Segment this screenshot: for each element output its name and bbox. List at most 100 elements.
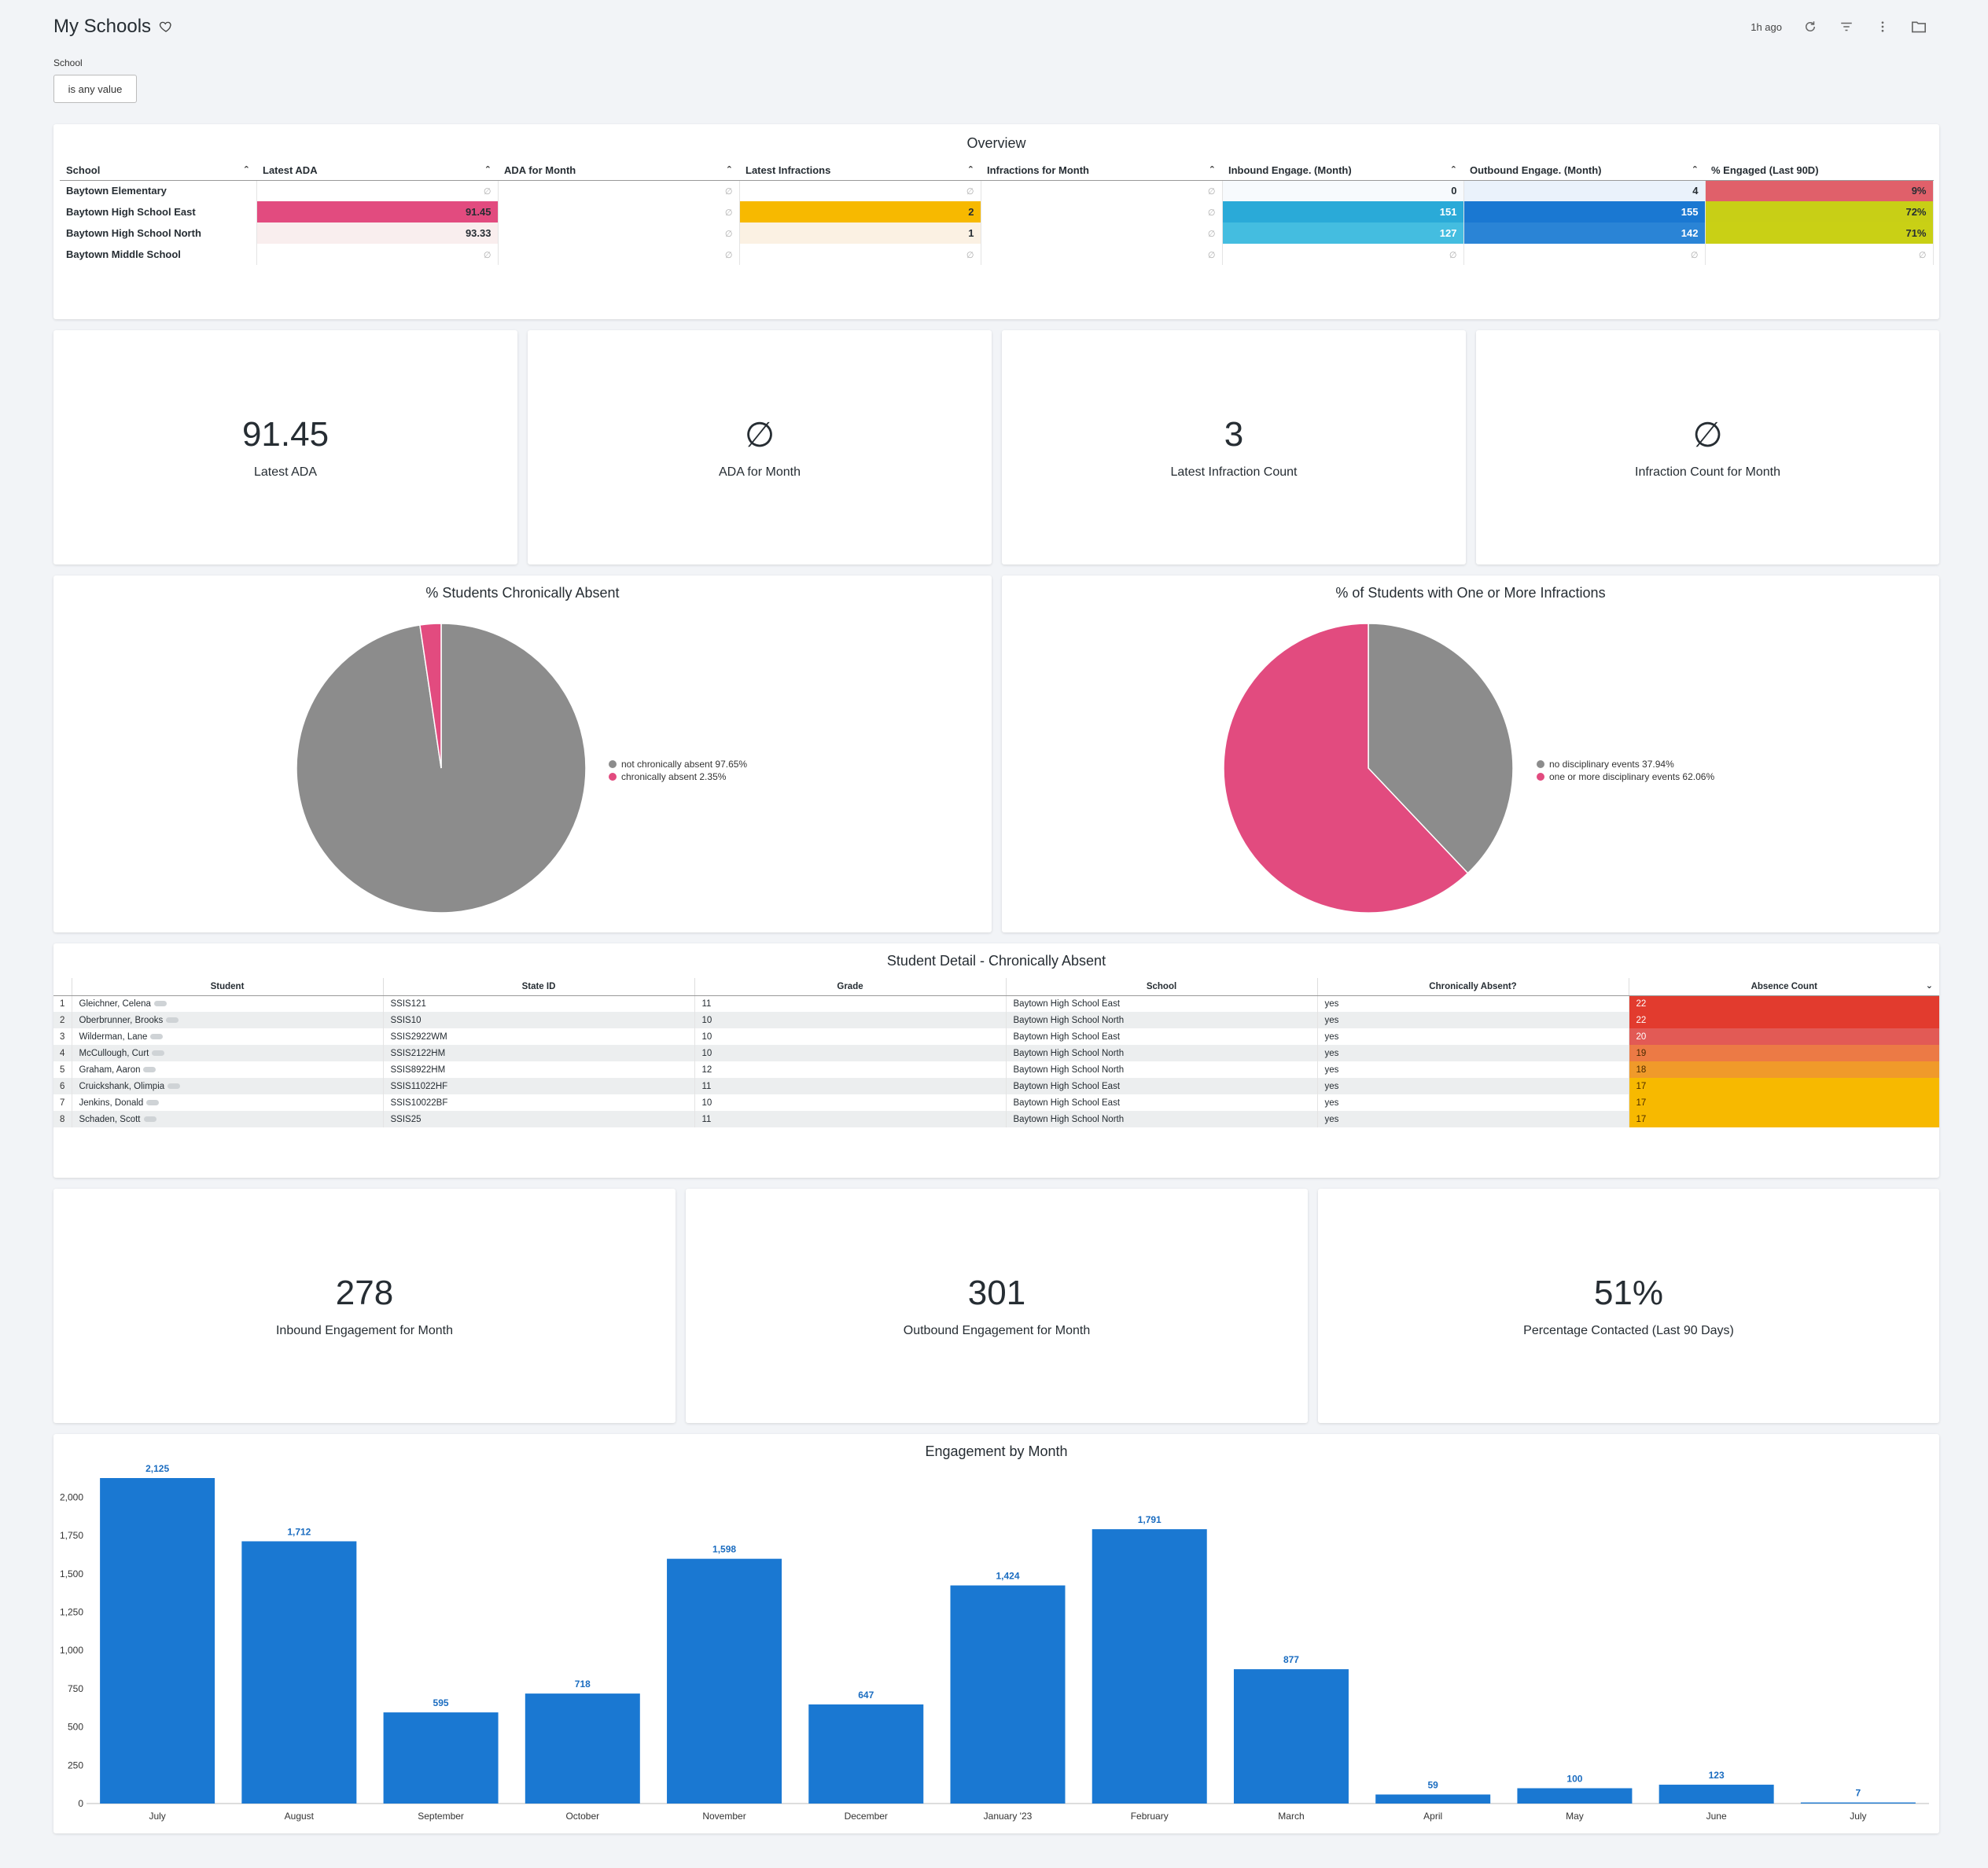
bar-value-label: 1,712 [287, 1526, 311, 1537]
legend-item[interactable]: not chronically absent 97.65% [609, 758, 747, 770]
bar[interactable] [100, 1478, 215, 1804]
cell-state-id: SSIS25 [382, 1111, 694, 1127]
null-icon: ∅ [724, 230, 733, 239]
col-header-absence-count[interactable]: Absence Count ⌄ [1628, 978, 1939, 996]
more-pill-icon[interactable] [143, 1066, 156, 1072]
bar[interactable] [1375, 1794, 1491, 1804]
legend-item[interactable]: chronically absent 2.35% [609, 770, 747, 783]
col-header-student[interactable]: Student [71, 978, 383, 996]
overview-title: Overview [966, 135, 1026, 151]
table-row[interactable]: 7 Jenkins, Donald SSIS10022BF 10 Baytown Hig… [53, 1094, 1939, 1111]
col-header-outbound[interactable]: Outbound Engage. (Month) ⌃ [1463, 161, 1705, 181]
cell-absence-count: 17 [1628, 1094, 1939, 1111]
cell-student: Jenkins, Donald [71, 1094, 383, 1111]
bar[interactable] [525, 1693, 640, 1804]
legend-item[interactable]: one or more disciplinary events 62.06% [1537, 770, 1714, 783]
sort-up-icon[interactable]: ⌃ [242, 165, 250, 175]
col-header-engaged[interactable]: % Engaged (Last 90D) [1705, 161, 1933, 181]
col-header-school[interactable]: School ⌃ [60, 161, 256, 181]
cell-row-number: 1 [53, 995, 72, 1012]
sort-up-icon[interactable]: ⌃ [1691, 165, 1699, 175]
favorite-heart-icon[interactable] [159, 20, 173, 34]
bar-value-label: 1,424 [996, 1571, 1019, 1582]
table-row[interactable]: 3 Wilderman, Lane SSIS2922WM 10 Baytown High… [53, 1028, 1939, 1045]
more-pill-icon[interactable] [143, 1116, 156, 1122]
bar[interactable] [1659, 1785, 1774, 1804]
kpi-card-ada-month: ∅ ADA for Month [528, 330, 992, 564]
folder-icon[interactable] [1911, 19, 1927, 35]
kpi-label: Latest Infraction Count [1170, 465, 1298, 479]
y-tick-label: 250 [68, 1760, 83, 1771]
cell-school[interactable]: Baytown Middle School [60, 244, 257, 265]
table-row[interactable]: 8 Schaden, Scott SSIS25 11 Baytown High Scho… [53, 1111, 1939, 1127]
cell-latest-infractions: 1 [739, 222, 981, 244]
cell-outbound: ∅ [1463, 244, 1706, 265]
bar[interactable] [1092, 1529, 1207, 1804]
col-header-latest-ada[interactable]: Latest ADA ⌃ [256, 161, 498, 181]
col-header-chronically-absent[interactable]: Chronically Absent? [1316, 978, 1629, 996]
pie-slice[interactable] [1223, 623, 1469, 914]
table-row[interactable]: 1 Gleichner, Celena SSIS121 11 Baytown High … [53, 995, 1939, 1012]
bar[interactable] [1517, 1788, 1633, 1804]
col-header-ada-month[interactable]: ADA for Month ⌃ [498, 161, 739, 181]
refresh-icon[interactable] [1802, 19, 1818, 35]
more-pill-icon[interactable] [166, 1017, 179, 1023]
y-tick-label: 1,000 [60, 1645, 83, 1656]
school-filter-button[interactable]: is any value [53, 75, 137, 103]
col-header-state-id[interactable]: State ID [382, 978, 694, 996]
y-tick-label: 750 [68, 1683, 83, 1694]
col-header-school[interactable]: School [1005, 978, 1317, 996]
more-vertical-icon[interactable] [1875, 19, 1890, 35]
pie-slice[interactable] [1368, 623, 1514, 874]
table-row[interactable]: 6 Cruickshank, Olimpia SSIS11022HF 11 Baytow… [53, 1078, 1939, 1094]
bar[interactable] [1233, 1669, 1349, 1804]
cell-school-text: Baytown High School North [1013, 1065, 1125, 1075]
col-header-inbound[interactable]: Inbound Engage. (Month) ⌃ [1222, 161, 1463, 181]
sort-up-icon[interactable]: ⌃ [1208, 165, 1216, 175]
bar[interactable] [241, 1541, 357, 1804]
pie-slice[interactable] [419, 623, 442, 769]
col-header-infractions-month[interactable]: Infractions for Month ⌃ [981, 161, 1222, 181]
bar[interactable] [1800, 1802, 1916, 1804]
more-pill-icon[interactable] [153, 1001, 167, 1007]
table-row[interactable]: 2 Oberbrunner, Brooks SSIS10 10 Baytown High… [53, 1012, 1939, 1028]
sort-down-icon[interactable]: ⌄ [1925, 981, 1933, 991]
table-row[interactable]: 5 Graham, Aaron SSIS8922HM 12 Baytown High S… [53, 1061, 1939, 1078]
cell-school[interactable]: Baytown High School North [60, 222, 257, 244]
cell-student: Schaden, Scott [71, 1111, 383, 1127]
legend-item[interactable]: no disciplinary events 37.94% [1537, 758, 1714, 770]
sort-up-icon[interactable]: ⌃ [1449, 165, 1457, 175]
col-header-grade[interactable]: Grade [694, 978, 1006, 996]
bar[interactable] [383, 1712, 499, 1804]
x-tick-label: July [149, 1811, 165, 1822]
legend-swatch [1537, 760, 1544, 768]
more-pill-icon[interactable] [146, 1099, 160, 1105]
bar[interactable] [950, 1585, 1066, 1804]
bar-value-label: 1,598 [712, 1544, 736, 1555]
col-header-latest-infractions[interactable]: Latest Infractions ⌃ [739, 161, 981, 181]
cell-student: Gleichner, Celena [71, 995, 383, 1012]
sort-up-icon[interactable]: ⌃ [484, 165, 491, 175]
sort-up-icon[interactable]: ⌃ [725, 165, 733, 175]
null-icon: ∅ [1207, 187, 1216, 197]
cell-student: Oberbrunner, Brooks [71, 1012, 383, 1028]
y-tick-label: 1,250 [60, 1606, 83, 1617]
more-pill-icon[interactable] [168, 1083, 181, 1089]
cell-absence-count: 20 [1628, 1028, 1939, 1045]
table-row[interactable]: 4 McCullough, Curt SSIS2122HM 10 Baytown Hig… [53, 1045, 1939, 1061]
bar[interactable] [808, 1704, 924, 1804]
cell-school[interactable]: Baytown High School East [60, 201, 257, 222]
more-pill-icon[interactable] [150, 1033, 164, 1039]
more-pill-icon[interactable] [152, 1050, 165, 1056]
legend-label: no disciplinary events 37.94% [1549, 759, 1674, 770]
sort-up-icon[interactable]: ⌃ [966, 165, 974, 175]
bar[interactable] [667, 1558, 782, 1804]
cell-ada-month: ∅ [498, 222, 740, 244]
cell-school[interactable]: Baytown Elementary [60, 180, 257, 201]
cell-state-id: SSIS11022HF [382, 1078, 694, 1094]
filter-icon[interactable] [1839, 19, 1854, 35]
cell-chronically-absent-text: yes [1324, 1114, 1339, 1124]
cell-chronically-absent: yes [1316, 1094, 1629, 1111]
cell-ada-month: ∅ [498, 180, 740, 201]
cell-row-number: 3 [53, 1028, 72, 1045]
